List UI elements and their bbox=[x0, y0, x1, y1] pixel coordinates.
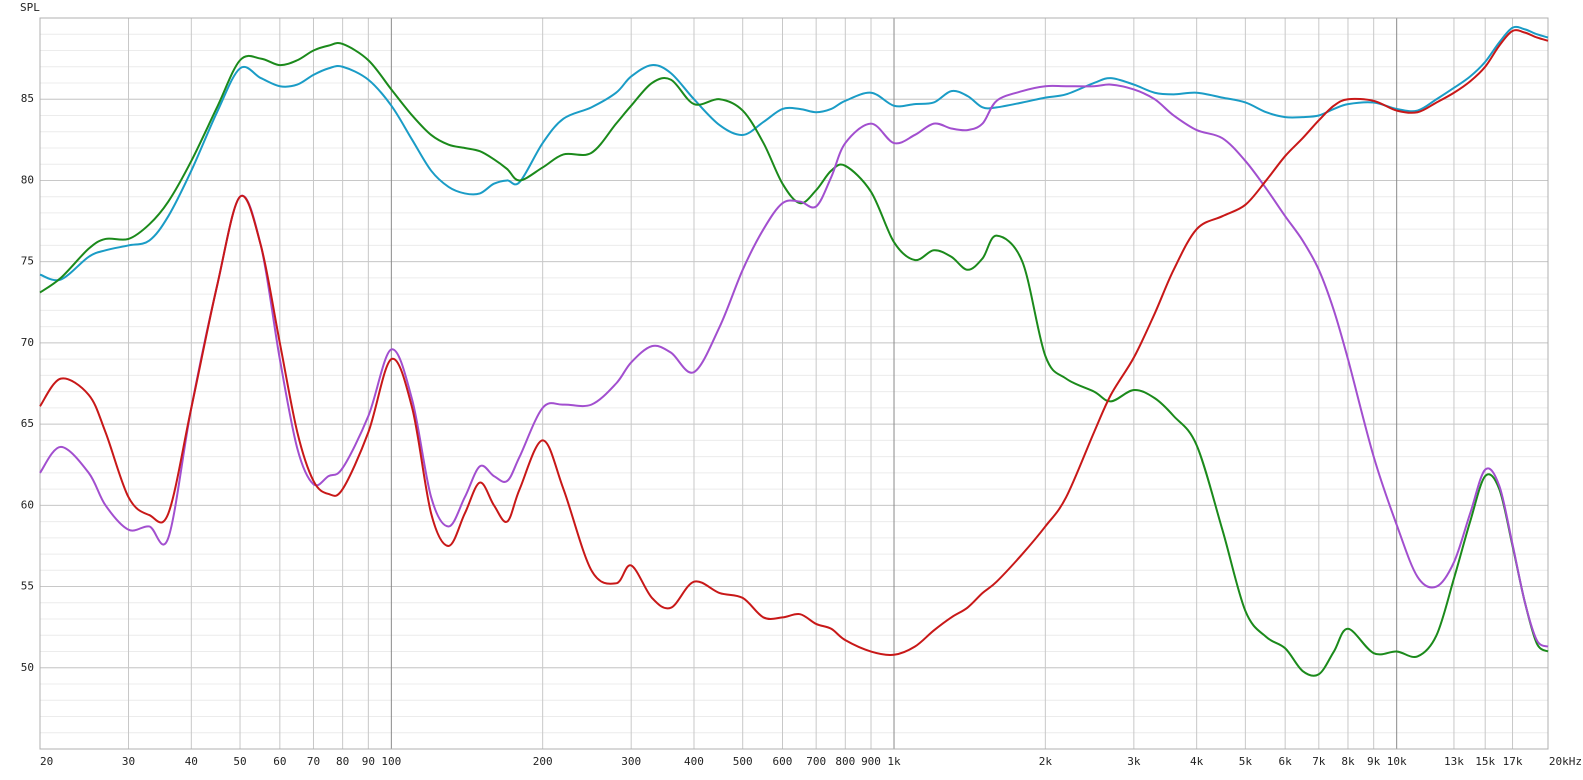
x-tick-label: 800 bbox=[835, 755, 855, 768]
y-tick-label: 75 bbox=[21, 255, 34, 268]
y-tick-label: 60 bbox=[21, 498, 34, 511]
x-tick-label: 60 bbox=[273, 755, 286, 768]
x-tick-label: 700 bbox=[806, 755, 826, 768]
y-tick-label: 50 bbox=[21, 661, 34, 674]
x-tick-label: 400 bbox=[684, 755, 704, 768]
response-line bbox=[39, 29, 1549, 656]
x-tick-label: 500 bbox=[733, 755, 753, 768]
y-tick-label: 65 bbox=[21, 417, 34, 430]
x-tick-label: 5k bbox=[1239, 755, 1253, 768]
x-tick-label: 80 bbox=[336, 755, 349, 768]
x-tick-label: 6k bbox=[1279, 755, 1293, 768]
x-tick-label: 1k bbox=[887, 755, 901, 768]
y-tick-label: 85 bbox=[21, 92, 34, 105]
y-tick-label: 70 bbox=[21, 336, 34, 349]
x-tick-label: 4k bbox=[1190, 755, 1204, 768]
x-tick-label: 30 bbox=[122, 755, 135, 768]
x-tick-label: 40 bbox=[185, 755, 198, 768]
x-tick-label: 900 bbox=[861, 755, 881, 768]
plot-frame bbox=[39, 17, 1549, 750]
y-tick-label: 80 bbox=[21, 173, 34, 186]
response-line bbox=[39, 83, 1549, 648]
x-tick-label: 3k bbox=[1127, 755, 1141, 768]
x-tick-label: 300 bbox=[621, 755, 641, 768]
response-line bbox=[39, 42, 1549, 677]
response-line bbox=[39, 25, 1549, 282]
x-tick-label: 9k bbox=[1367, 755, 1381, 768]
x-tick-label: 7k bbox=[1312, 755, 1326, 768]
x-tick-label: 600 bbox=[773, 755, 793, 768]
x-tick-label: 90 bbox=[362, 755, 375, 768]
x-tick-label: 13k bbox=[1444, 755, 1464, 768]
x-tick-label: 50 bbox=[233, 755, 246, 768]
x-tick-label: 15k bbox=[1475, 755, 1495, 768]
x-tick-label: 20 bbox=[40, 755, 53, 768]
y-axis-label: SPL bbox=[20, 1, 40, 14]
x-tick-label: 10k bbox=[1387, 755, 1407, 768]
x-tick-label: 200 bbox=[533, 755, 553, 768]
x-tick-label: 17k bbox=[1503, 755, 1523, 768]
y-tick-label: 55 bbox=[21, 580, 34, 593]
x-tick-label: 100 bbox=[381, 755, 401, 768]
x-tick-label: 20kHz bbox=[1549, 755, 1582, 768]
x-tick-label: 70 bbox=[307, 755, 320, 768]
x-tick-label: 2k bbox=[1039, 755, 1053, 768]
x-tick-label: 8k bbox=[1341, 755, 1355, 768]
